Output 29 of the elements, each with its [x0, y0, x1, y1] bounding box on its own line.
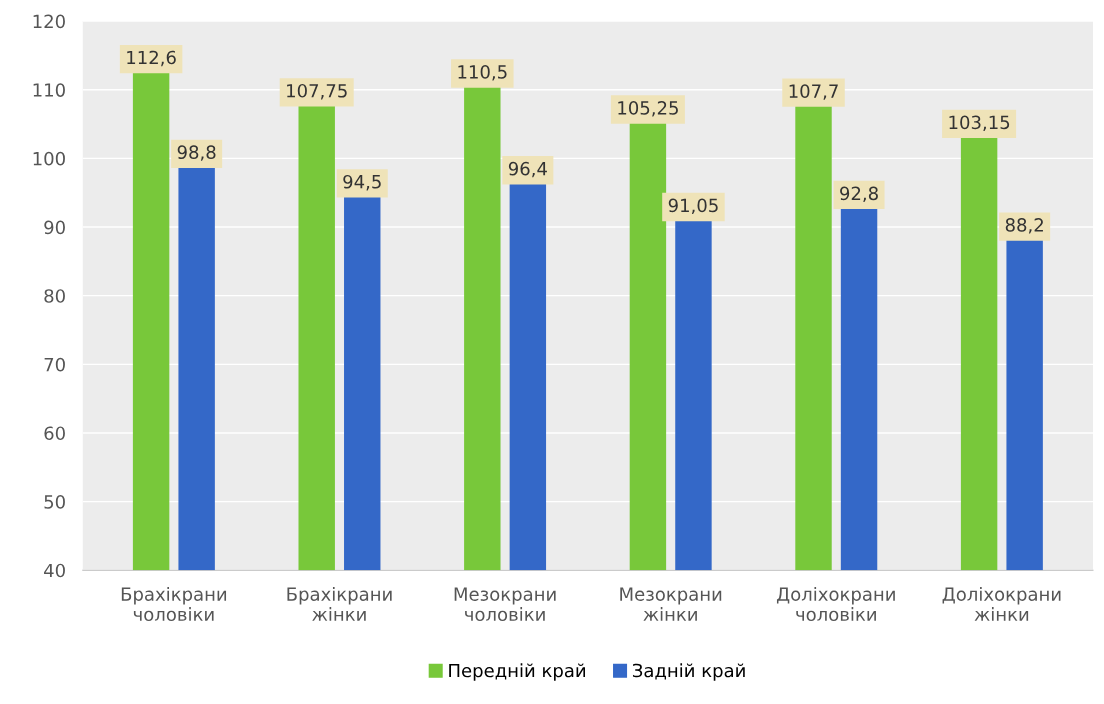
- data-label: 110,5: [458, 65, 507, 81]
- y-tick-label: 100: [33, 151, 65, 166]
- legend-label: Передній край: [449, 663, 585, 681]
- data-label: 103,15: [949, 115, 1010, 131]
- data-label: 94,5: [343, 174, 381, 191]
- x-tick-label: Доліхокрани чоловіки: [776, 586, 895, 622]
- x-tick-label: Брахікрани чоловіки: [121, 586, 227, 622]
- data-label: 107,75: [287, 83, 347, 100]
- data-label: 107,7: [789, 84, 838, 100]
- data-label: 91,05: [668, 198, 718, 215]
- x-tick-label: Мезокрани жінки: [620, 587, 722, 621]
- legend-label: Задній край: [632, 663, 745, 681]
- y-tick-label: 50: [44, 495, 65, 509]
- data-label: 112,6: [127, 50, 176, 67]
- x-tick-label: Мезокрани чоловіки: [454, 587, 556, 622]
- data-label: 98,8: [177, 145, 216, 161]
- data-label: 105,25: [618, 101, 678, 117]
- y-tick-label: 70: [44, 357, 65, 372]
- y-tick-label: 120: [33, 14, 65, 29]
- x-tick-label: Доліхокрани жінки: [942, 586, 1061, 621]
- data-label: 96,4: [508, 161, 547, 178]
- y-tick-label: 60: [44, 426, 65, 441]
- y-tick-label: 90: [44, 220, 65, 235]
- data-label: 92,8: [840, 186, 878, 203]
- data-label: 88,2: [1005, 218, 1043, 234]
- y-tick-label: 40: [44, 563, 65, 578]
- x-tick-label: Брахікрани жінки: [287, 586, 392, 621]
- y-tick-label: 80: [44, 289, 65, 303]
- y-tick-label: 110: [33, 83, 65, 97]
